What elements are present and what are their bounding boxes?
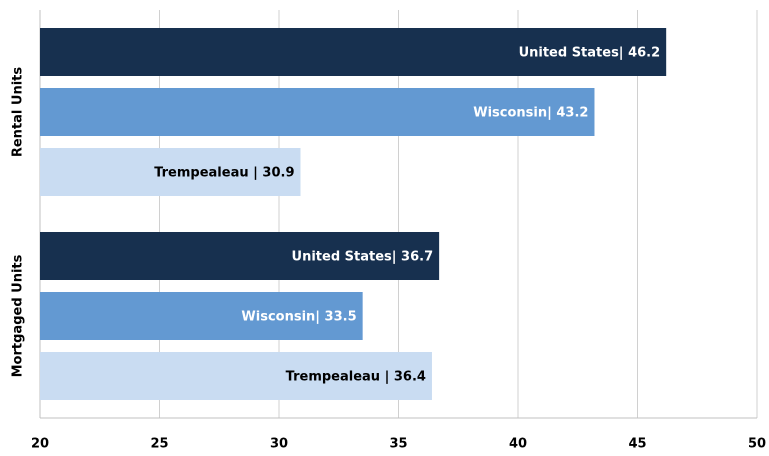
x-tick-label: 40: [509, 437, 527, 452]
data-label: Trempealeau | 36.4: [286, 370, 426, 385]
x-tick-label: 25: [150, 437, 168, 452]
data-label: Wisconsin| 43.2: [473, 106, 588, 121]
bar: [40, 232, 440, 280]
x-tick-label: 35: [389, 437, 407, 452]
data-label: Wisconsin| 33.5: [241, 310, 356, 325]
bar: [40, 28, 667, 76]
x-tick-label: 50: [748, 437, 766, 452]
bar: [40, 352, 432, 400]
data-label: United States| 46.2: [519, 46, 661, 61]
x-tick-label: 45: [628, 437, 646, 452]
bar: [40, 88, 595, 136]
bar: [40, 292, 363, 340]
x-tick-label: 20: [31, 437, 49, 452]
data-label: United States| 36.7: [292, 250, 434, 265]
x-tick-label: 30: [270, 437, 288, 452]
bar: [40, 148, 301, 196]
y-tick-label: Rental Units: [11, 67, 26, 158]
y-tick-label: Mortgaged Units: [11, 254, 26, 377]
data-label: Trempealeau | 30.9: [154, 166, 294, 181]
